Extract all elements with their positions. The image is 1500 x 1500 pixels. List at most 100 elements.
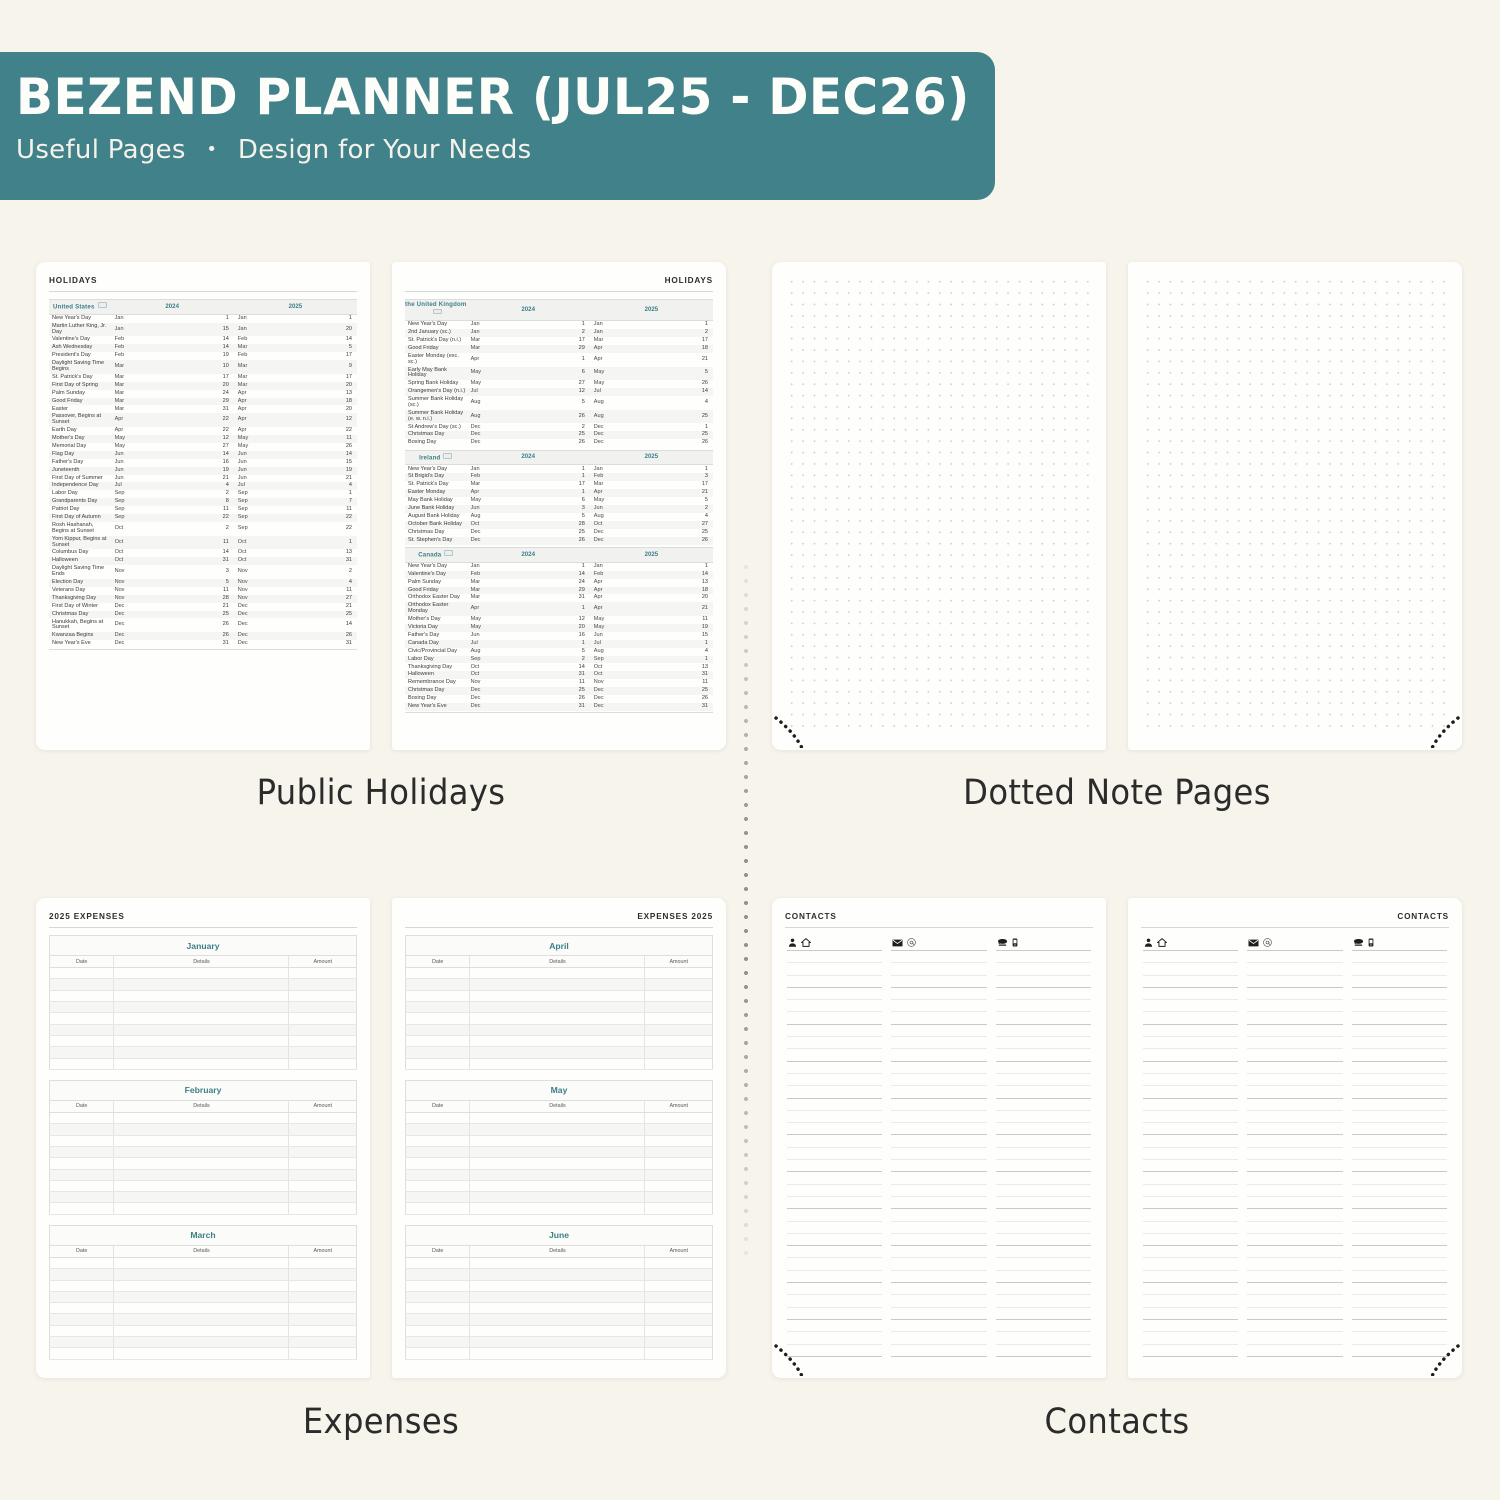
contacts-entry-line[interactable] [1247,1037,1343,1050]
expense-date-cell[interactable] [405,1257,470,1270]
contacts-entry-line[interactable] [891,1135,987,1148]
expense-date-cell[interactable] [405,1001,470,1014]
contacts-entry-line[interactable] [1143,976,1239,988]
expense-amount-cell[interactable] [288,1146,357,1159]
contacts-entry-line[interactable] [1143,1037,1239,1050]
expense-amount-cell[interactable] [644,1191,713,1204]
contacts-entry-line[interactable] [1247,1062,1343,1074]
contacts-entry-line[interactable] [1143,1000,1239,1013]
contacts-entry-line[interactable] [1143,1332,1239,1345]
expense-date-cell[interactable] [49,1202,114,1215]
expense-date-cell[interactable] [49,1046,114,1059]
contacts-entry-line[interactable] [891,1074,987,1087]
contacts-entry-line[interactable] [787,1012,883,1025]
expenses-entry-row[interactable] [49,1180,357,1193]
contacts-entry-line[interactable] [787,1062,883,1074]
contacts-entry-line[interactable] [1247,1049,1343,1062]
contacts-entry-line[interactable] [787,1332,883,1345]
contacts-entry-line[interactable] [995,1308,1091,1320]
expenses-entry-row[interactable] [49,1257,357,1270]
contacts-entry-line[interactable] [1351,1099,1447,1111]
contacts-entry-line[interactable] [787,1099,883,1111]
expenses-entry-row[interactable] [405,1257,713,1270]
expense-amount-cell[interactable] [644,1058,713,1070]
contacts-entry-line[interactable] [787,963,883,976]
contacts-entry-line[interactable] [995,976,1091,988]
expense-details-cell[interactable] [113,1336,289,1349]
contacts-entry-line[interactable] [1143,950,1239,964]
contacts-entry-line[interactable] [1247,1148,1343,1161]
expense-amount-cell[interactable] [644,978,713,991]
contacts-entry-line[interactable] [787,1074,883,1087]
expense-date-cell[interactable] [405,1046,470,1059]
contacts-entry-line[interactable] [787,1283,883,1296]
expense-details-cell[interactable] [469,1169,645,1181]
contacts-entry-line[interactable] [1143,1172,1239,1185]
contacts-entry-line[interactable] [1351,988,1447,1001]
expense-date-cell[interactable] [405,1313,470,1326]
expense-details-cell[interactable] [469,1325,645,1337]
expense-details-cell[interactable] [113,1058,289,1070]
contacts-entry-line[interactable] [1247,1172,1343,1185]
expense-amount-cell[interactable] [644,1347,713,1360]
contacts-entry-line[interactable] [995,1135,1091,1148]
contacts-entry-line[interactable] [1143,1234,1239,1247]
contacts-entry-line[interactable] [1351,1111,1447,1124]
contacts-entry-line[interactable] [891,1234,987,1247]
expense-amount-cell[interactable] [288,967,357,980]
expense-date-cell[interactable] [49,1180,114,1193]
expenses-entry-row[interactable] [49,1112,357,1125]
contacts-entry-line[interactable] [787,1025,883,1038]
contacts-entry-line[interactable] [1143,1012,1239,1025]
contacts-entry-line[interactable] [995,1000,1091,1013]
contacts-entry-line[interactable] [1247,1234,1343,1247]
expense-details-cell[interactable] [469,1257,645,1270]
expenses-entry-row[interactable] [49,1157,357,1170]
expense-details-cell[interactable] [113,1112,289,1125]
contacts-entry-line[interactable] [1247,1086,1343,1099]
contacts-entry-line[interactable] [1143,1295,1239,1308]
expense-amount-cell[interactable] [288,1291,357,1304]
expense-date-cell[interactable] [49,1035,114,1048]
expense-amount-cell[interactable] [644,1135,713,1147]
contacts-entry-line[interactable] [891,1172,987,1185]
contacts-entry-line[interactable] [787,1234,883,1247]
expenses-entry-row[interactable] [405,1313,713,1326]
expense-amount-cell[interactable] [644,1157,713,1170]
contacts-entry-line[interactable] [787,988,883,1001]
expenses-entry-row[interactable] [405,1302,713,1315]
contacts-entry-line[interactable] [891,1222,987,1234]
expense-details-cell[interactable] [113,1035,289,1048]
contacts-entry-line[interactable] [1351,1295,1447,1308]
contacts-entry-line[interactable] [995,950,1091,964]
expense-amount-cell[interactable] [644,1112,713,1125]
contacts-entry-line[interactable] [995,1148,1091,1161]
contacts-entry-line[interactable] [1143,1074,1239,1087]
contacts-entry-line[interactable] [1247,1197,1343,1210]
contacts-entry-line[interactable] [1247,950,1343,964]
expense-date-cell[interactable] [405,1024,470,1036]
contacts-entry-line[interactable] [891,1197,987,1210]
contacts-entry-line[interactable] [995,1283,1091,1296]
contacts-entry-line[interactable] [995,1049,1091,1062]
expense-details-cell[interactable] [469,1336,645,1349]
expenses-entry-row[interactable] [405,978,713,991]
contacts-entry-line[interactable] [1247,1111,1343,1124]
contacts-entry-line[interactable] [787,1037,883,1050]
expenses-entry-row[interactable] [49,1046,357,1059]
expense-date-cell[interactable] [405,1325,470,1337]
contacts-entry-line[interactable] [1247,1123,1343,1136]
expense-date-cell[interactable] [49,1157,114,1170]
contacts-entry-line[interactable] [995,1086,1091,1099]
expense-date-cell[interactable] [49,1001,114,1014]
expenses-entry-row[interactable] [49,1313,357,1326]
expense-date-cell[interactable] [49,1146,114,1159]
expenses-entry-row[interactable] [405,1336,713,1349]
expense-details-cell[interactable] [113,1202,289,1215]
contacts-entry-line[interactable] [995,1025,1091,1038]
contacts-entry-line[interactable] [1143,1111,1239,1124]
contacts-entry-line[interactable] [1351,963,1447,976]
expense-details-cell[interactable] [469,1302,645,1315]
expenses-entry-row[interactable] [49,1135,357,1147]
expense-date-cell[interactable] [405,967,470,980]
